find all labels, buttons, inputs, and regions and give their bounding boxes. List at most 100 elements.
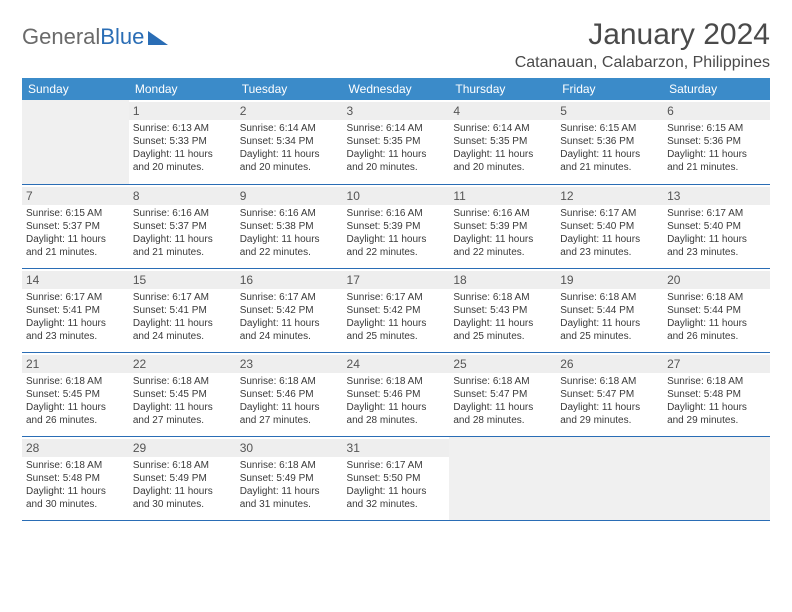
- sunset-text: Sunset: 5:40 PM: [667, 220, 766, 233]
- logo: GeneralBlue: [22, 18, 168, 50]
- daylight-text: Daylight: 11 hours: [667, 401, 766, 414]
- calendar-day-cell: 7Sunrise: 6:15 AMSunset: 5:37 PMDaylight…: [22, 184, 129, 268]
- day-number: 27: [663, 355, 770, 373]
- weekday-header: Saturday: [663, 78, 770, 100]
- day-number: 3: [343, 102, 450, 120]
- calendar-day-cell: 21Sunrise: 6:18 AMSunset: 5:45 PMDayligh…: [22, 352, 129, 436]
- day-number: 12: [556, 187, 663, 205]
- daylight-text: Daylight: 11 hours: [560, 401, 659, 414]
- daylight-text: and 29 minutes.: [560, 414, 659, 427]
- daylight-text: and 20 minutes.: [133, 161, 232, 174]
- sunset-text: Sunset: 5:41 PM: [133, 304, 232, 317]
- sunrise-text: Sunrise: 6:18 AM: [453, 375, 552, 388]
- sunset-text: Sunset: 5:49 PM: [133, 472, 232, 485]
- daylight-text: Daylight: 11 hours: [26, 233, 125, 246]
- day-number: 5: [556, 102, 663, 120]
- calendar-day-cell: 27Sunrise: 6:18 AMSunset: 5:48 PMDayligh…: [663, 352, 770, 436]
- sunrise-text: Sunrise: 6:17 AM: [560, 207, 659, 220]
- sunset-text: Sunset: 5:43 PM: [453, 304, 552, 317]
- day-number: 24: [343, 355, 450, 373]
- day-number: 7: [22, 187, 129, 205]
- daylight-text: and 31 minutes.: [240, 498, 339, 511]
- calendar-header-row: SundayMondayTuesdayWednesdayThursdayFrid…: [22, 78, 770, 100]
- day-number: 14: [22, 271, 129, 289]
- daylight-text: and 30 minutes.: [133, 498, 232, 511]
- sunrise-text: Sunrise: 6:17 AM: [26, 291, 125, 304]
- sunset-text: Sunset: 5:46 PM: [240, 388, 339, 401]
- daylight-text: Daylight: 11 hours: [667, 317, 766, 330]
- sunrise-text: Sunrise: 6:18 AM: [26, 375, 125, 388]
- sunset-text: Sunset: 5:36 PM: [667, 135, 766, 148]
- sunrise-text: Sunrise: 6:18 AM: [560, 291, 659, 304]
- sunset-text: Sunset: 5:42 PM: [347, 304, 446, 317]
- daylight-text: Daylight: 11 hours: [560, 317, 659, 330]
- sunset-text: Sunset: 5:33 PM: [133, 135, 232, 148]
- daylight-text: and 23 minutes.: [667, 246, 766, 259]
- sunset-text: Sunset: 5:35 PM: [347, 135, 446, 148]
- calendar-day-cell: 11Sunrise: 6:16 AMSunset: 5:39 PMDayligh…: [449, 184, 556, 268]
- day-number: 17: [343, 271, 450, 289]
- daylight-text: Daylight: 11 hours: [453, 233, 552, 246]
- calendar-day-cell: 28Sunrise: 6:18 AMSunset: 5:48 PMDayligh…: [22, 436, 129, 520]
- location-text: Catanauan, Calabarzon, Philippines: [515, 54, 770, 72]
- day-number: 10: [343, 187, 450, 205]
- sunset-text: Sunset: 5:47 PM: [560, 388, 659, 401]
- daylight-text: and 32 minutes.: [347, 498, 446, 511]
- calendar-day-cell: 3Sunrise: 6:14 AMSunset: 5:35 PMDaylight…: [343, 100, 450, 184]
- day-number: 20: [663, 271, 770, 289]
- calendar-week-row: 28Sunrise: 6:18 AMSunset: 5:48 PMDayligh…: [22, 436, 770, 520]
- calendar-day-cell: 30Sunrise: 6:18 AMSunset: 5:49 PMDayligh…: [236, 436, 343, 520]
- sunrise-text: Sunrise: 6:17 AM: [133, 291, 232, 304]
- sunrise-text: Sunrise: 6:17 AM: [347, 459, 446, 472]
- sunset-text: Sunset: 5:39 PM: [347, 220, 446, 233]
- sunrise-text: Sunrise: 6:18 AM: [667, 291, 766, 304]
- calendar-day-cell: 22Sunrise: 6:18 AMSunset: 5:45 PMDayligh…: [129, 352, 236, 436]
- daylight-text: and 21 minutes.: [560, 161, 659, 174]
- title-block: January 2024 Catanauan, Calabarzon, Phil…: [515, 18, 770, 72]
- day-number: 9: [236, 187, 343, 205]
- day-number: 25: [449, 355, 556, 373]
- day-number: 2: [236, 102, 343, 120]
- daylight-text: Daylight: 11 hours: [240, 401, 339, 414]
- daylight-text: Daylight: 11 hours: [347, 148, 446, 161]
- daylight-text: Daylight: 11 hours: [347, 401, 446, 414]
- sunset-text: Sunset: 5:46 PM: [347, 388, 446, 401]
- sunset-text: Sunset: 5:37 PM: [26, 220, 125, 233]
- logo-triangle-icon: [148, 31, 168, 45]
- day-number: 30: [236, 439, 343, 457]
- calendar-week-row: 21Sunrise: 6:18 AMSunset: 5:45 PMDayligh…: [22, 352, 770, 436]
- weekday-header: Wednesday: [343, 78, 450, 100]
- header: GeneralBlue January 2024 Catanauan, Cala…: [22, 18, 770, 72]
- sunset-text: Sunset: 5:48 PM: [667, 388, 766, 401]
- calendar-day-cell: 15Sunrise: 6:17 AMSunset: 5:41 PMDayligh…: [129, 268, 236, 352]
- sunset-text: Sunset: 5:49 PM: [240, 472, 339, 485]
- logo-text-blue: Blue: [100, 24, 144, 49]
- daylight-text: Daylight: 11 hours: [26, 401, 125, 414]
- sunrise-text: Sunrise: 6:17 AM: [240, 291, 339, 304]
- day-number: 18: [449, 271, 556, 289]
- sunset-text: Sunset: 5:45 PM: [26, 388, 125, 401]
- daylight-text: and 27 minutes.: [240, 414, 339, 427]
- day-number: 6: [663, 102, 770, 120]
- sunset-text: Sunset: 5:38 PM: [240, 220, 339, 233]
- daylight-text: Daylight: 11 hours: [347, 485, 446, 498]
- calendar-day-cell: 24Sunrise: 6:18 AMSunset: 5:46 PMDayligh…: [343, 352, 450, 436]
- calendar-day-cell: 2Sunrise: 6:14 AMSunset: 5:34 PMDaylight…: [236, 100, 343, 184]
- calendar-day-cell: 18Sunrise: 6:18 AMSunset: 5:43 PMDayligh…: [449, 268, 556, 352]
- calendar-week-row: 7Sunrise: 6:15 AMSunset: 5:37 PMDaylight…: [22, 184, 770, 268]
- daylight-text: and 22 minutes.: [347, 246, 446, 259]
- daylight-text: Daylight: 11 hours: [26, 485, 125, 498]
- sunrise-text: Sunrise: 6:14 AM: [453, 122, 552, 135]
- weekday-header: Monday: [129, 78, 236, 100]
- logo-text: GeneralBlue: [22, 24, 144, 50]
- daylight-text: and 29 minutes.: [667, 414, 766, 427]
- sunrise-text: Sunrise: 6:15 AM: [667, 122, 766, 135]
- sunrise-text: Sunrise: 6:16 AM: [347, 207, 446, 220]
- sunrise-text: Sunrise: 6:18 AM: [133, 459, 232, 472]
- daylight-text: and 24 minutes.: [240, 330, 339, 343]
- sunrise-text: Sunrise: 6:16 AM: [240, 207, 339, 220]
- daylight-text: and 26 minutes.: [667, 330, 766, 343]
- calendar-day-cell: 19Sunrise: 6:18 AMSunset: 5:44 PMDayligh…: [556, 268, 663, 352]
- logo-text-general: General: [22, 24, 100, 49]
- day-number: 29: [129, 439, 236, 457]
